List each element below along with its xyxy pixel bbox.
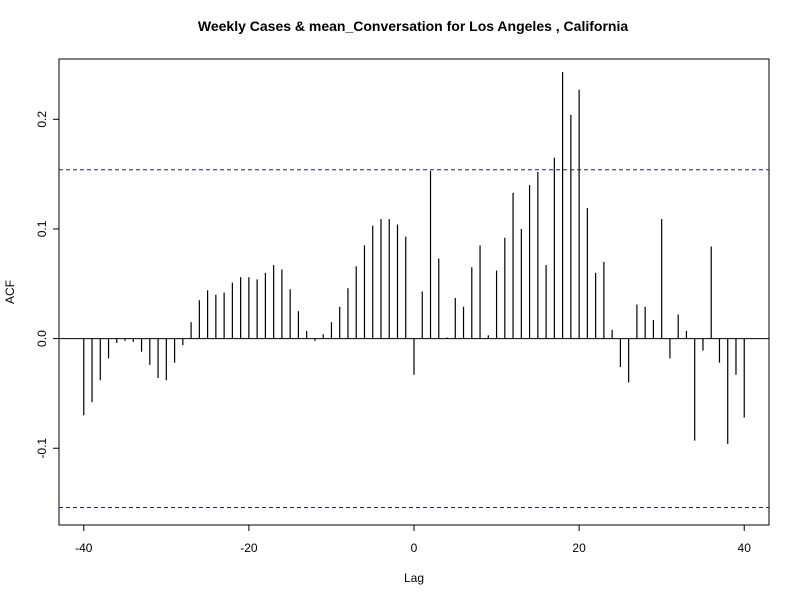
y-tick-label: 0.2 <box>35 111 49 128</box>
y-tick-label: 0.0 <box>35 330 49 347</box>
acf-bars <box>83 72 745 444</box>
y-tick-label: 0.1 <box>35 220 49 237</box>
y-axis: -0.1 0.0 0.1 0.2 <box>35 111 60 459</box>
x-tick-label: 0 <box>411 541 418 555</box>
y-axis-label: ACF <box>3 280 17 304</box>
chart-title: Weekly Cases & mean_Conversation for Los… <box>198 18 628 34</box>
y-tick-label: -0.1 <box>35 438 49 459</box>
x-tick-label: 40 <box>738 541 752 555</box>
x-tick-label: -20 <box>240 541 258 555</box>
x-tick-label: 20 <box>572 541 586 555</box>
x-tick-label: -40 <box>75 541 93 555</box>
plot-frame <box>58 58 770 526</box>
x-axis-label: Lag <box>404 571 424 585</box>
x-axis: -40 -20 0 20 40 <box>75 524 752 555</box>
reference-lines <box>59 169 769 508</box>
